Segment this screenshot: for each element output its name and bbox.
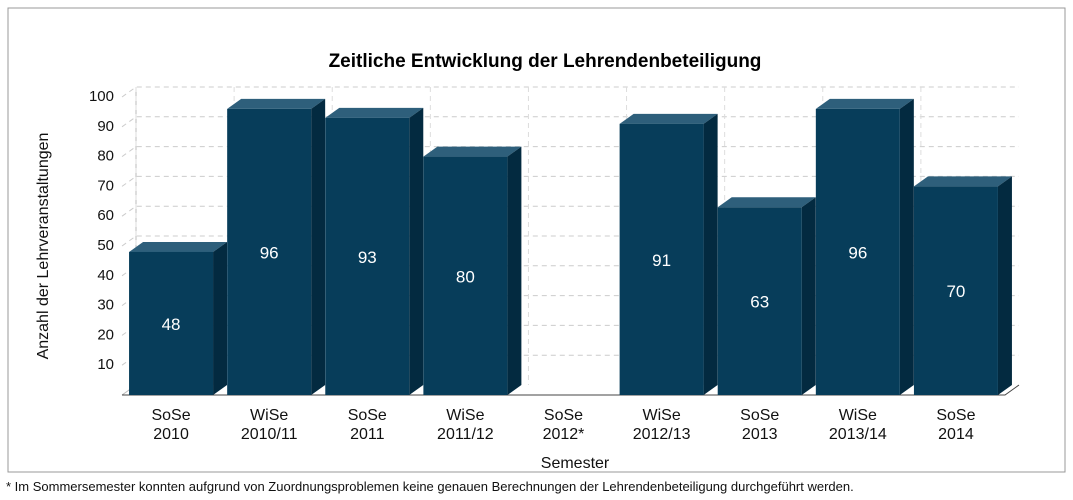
bar-side	[703, 113, 718, 395]
bar-top	[717, 197, 816, 208]
chart-title: Zeitliche Entwicklung der Lehrendenbetei…	[329, 51, 762, 72]
bar-side	[409, 107, 424, 396]
x-tick-label: SoSe 2012*	[542, 407, 585, 443]
bar	[815, 108, 900, 396]
y-tick-label: 30	[97, 297, 114, 314]
data-label: 48	[162, 315, 181, 334]
y-tick-label: 80	[97, 148, 114, 165]
bar	[227, 108, 312, 396]
data-label: 63	[750, 293, 769, 312]
bar-side	[801, 197, 816, 395]
y-tick-label: 20	[97, 326, 114, 343]
bar	[129, 251, 214, 395]
axis-floor	[122, 384, 1020, 396]
y-tick-label: 10	[97, 356, 114, 373]
bar	[913, 186, 998, 395]
data-label: 80	[456, 267, 475, 286]
bar	[325, 117, 410, 396]
bar-top	[619, 113, 718, 124]
y-tick-label: 40	[97, 267, 114, 284]
bar	[717, 207, 802, 395]
data-label: 96	[260, 243, 279, 262]
data-label: 70	[946, 282, 965, 301]
x-tick-label: SoSe 2014	[936, 407, 976, 443]
bar-top	[423, 146, 522, 157]
bar-top	[129, 241, 228, 252]
y-tick-label: 100	[89, 88, 114, 105]
x-tick-label: SoSe 2011	[347, 407, 387, 443]
y-tick-label: 70	[97, 177, 114, 194]
data-label: 93	[358, 248, 377, 267]
bar-top	[815, 98, 914, 109]
bar-side	[507, 146, 522, 395]
grid-line	[121, 175, 1019, 187]
bar	[619, 123, 704, 395]
y-axis-label: Anzahl der Lehrveranstaltungen	[35, 133, 52, 360]
x-tick-label: WiSe 2012/13	[632, 407, 691, 443]
data-label: 91	[652, 251, 671, 270]
bar-side	[997, 176, 1012, 395]
bar-side	[899, 98, 914, 396]
bar-top	[227, 98, 326, 109]
x-tick-label: WiSe 2013/14	[828, 407, 887, 443]
y-tick-label: 90	[97, 118, 114, 135]
bar-top	[325, 107, 424, 118]
bar-side	[213, 241, 228, 395]
y-tick-label: 50	[97, 237, 114, 254]
x-tick-label: SoSe 2013	[740, 407, 780, 443]
data-label: 96	[848, 243, 867, 262]
x-tick-label: SoSe 2010	[151, 407, 191, 443]
x-axis-label: Semester	[541, 455, 610, 472]
y-tick-label: 60	[97, 207, 114, 224]
x-tick-label: WiSe 2010/11	[240, 407, 298, 443]
bar-side	[311, 98, 326, 396]
x-tick-label: WiSe 2011/12	[437, 407, 494, 443]
grid-line	[121, 146, 1019, 158]
bar	[423, 156, 508, 395]
bar-top	[913, 176, 1012, 187]
footnote: * Im Sommersemester konnten aufgrund von…	[6, 479, 854, 494]
